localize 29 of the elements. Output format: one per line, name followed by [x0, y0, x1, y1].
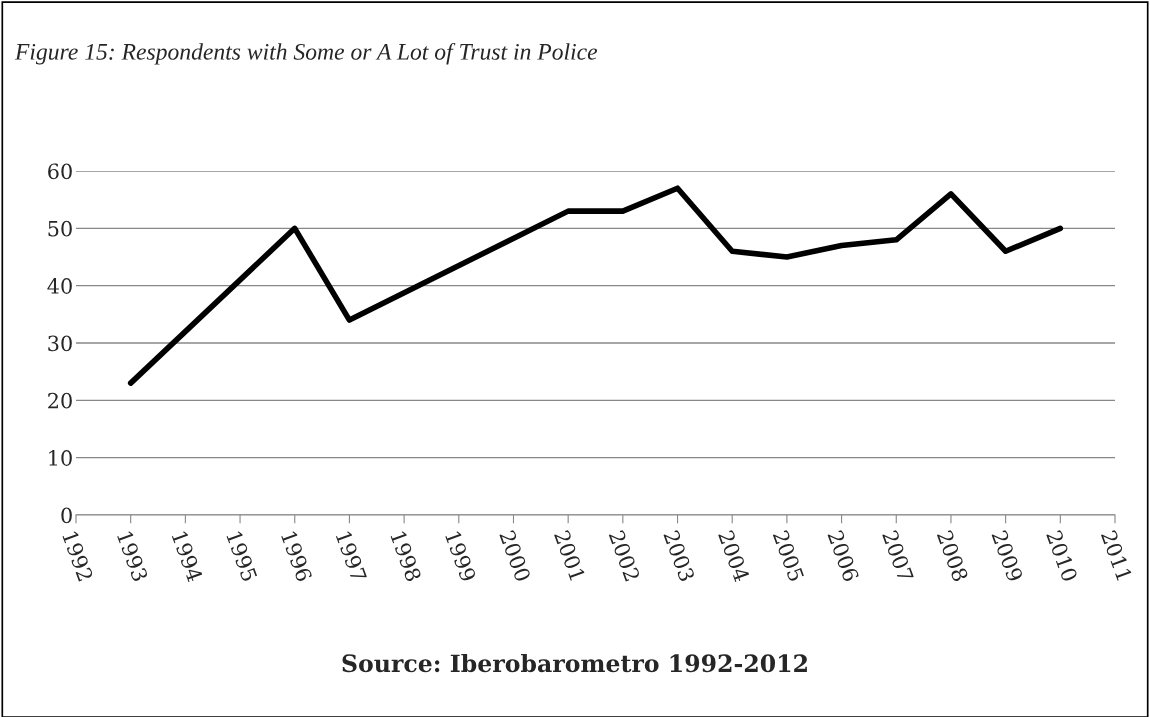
- x-tick-label: 2011: [1100, 529, 1133, 581]
- x-tick-label: 1996: [280, 530, 313, 583]
- x-tick-label: 1997: [335, 530, 368, 583]
- x-tick-label: 1992: [62, 530, 94, 582]
- x-tick-label: 2005: [772, 529, 805, 583]
- y-tick-label: 40: [47, 278, 72, 294]
- source-note: Source: Iberobarometro 1992-2012: [342, 653, 807, 673]
- x-tick-label: 2006: [827, 529, 860, 583]
- y-tick-label: 60: [48, 163, 72, 180]
- x-tick-label: 2007: [882, 529, 914, 583]
- x-tick-label: 1994: [171, 530, 204, 583]
- x-tick-label: 2002: [608, 529, 641, 582]
- y-tick-label: 20: [48, 392, 72, 409]
- x-tick-label: 1999: [444, 530, 477, 583]
- y-tick-label: 30: [48, 335, 72, 352]
- x-tick-label: 2000: [499, 529, 532, 583]
- x-tick-label: 2003: [663, 529, 696, 583]
- y-tick-label: 0: [61, 507, 72, 524]
- x-tick-label: 2010: [1046, 529, 1079, 583]
- x-tick-label: 2008: [936, 529, 969, 583]
- chart-title: Figure 15: Respondents with Some or A Lot of Trust in Police: [14, 42, 598, 65]
- x-tick-label: 1998: [390, 530, 422, 583]
- x-tick-label: 2009: [991, 529, 1024, 583]
- x-tick-label: 1995: [226, 530, 258, 583]
- x-tick-label: 2001: [553, 529, 586, 581]
- y-tick-label: 50: [48, 220, 72, 237]
- y-tick-label: 10: [49, 450, 72, 466]
- x-tick-label: 1993: [116, 530, 149, 583]
- x-tick-label: 2004: [717, 529, 751, 583]
